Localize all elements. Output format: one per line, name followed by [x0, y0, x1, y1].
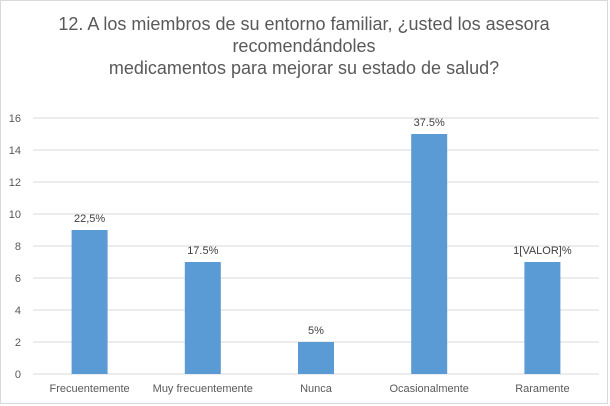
bar [411, 134, 448, 374]
y-tick-label: 14 [9, 145, 21, 157]
y-tick-label: 10 [9, 209, 21, 221]
x-tick-label: Raramente [515, 383, 569, 395]
y-tick-label: 16 [9, 113, 21, 125]
y-tick-label: 4 [15, 305, 21, 317]
x-tick-label: Frecuentemente [50, 383, 130, 395]
y-tick-label: 0 [15, 369, 21, 381]
y-tick-label: 2 [15, 337, 21, 349]
data-label: 17.5% [187, 245, 218, 257]
x-tick-label: Muy frecuentemente [153, 383, 253, 395]
chart-title-line-3: medicamentos para mejorar su estado de s… [108, 58, 500, 78]
chart-title-line-1: 12. A los miembros de su entorno familia… [58, 14, 550, 34]
bar [524, 262, 561, 374]
y-tick-label: 6 [15, 273, 21, 285]
bar [184, 262, 221, 374]
x-axis-labels-group: Frecuentemente Muy frecuentemente Nunca Oca… [50, 383, 570, 395]
y-tick-label: 12 [9, 177, 21, 189]
bar [298, 342, 334, 374]
y-axis-ticks-group: 0 2 4 6 8 10 12 14 16 [9, 113, 21, 381]
data-label: 37.5% [414, 117, 445, 129]
bars-group [71, 134, 561, 374]
x-tick-label: Nunca [300, 383, 333, 395]
chart-title: 12. A los miembros de su entorno familia… [1, 13, 607, 79]
chart-title-line-2: recomendándoles [232, 36, 376, 56]
data-labels-group: 22,5% 17.5% 5% 37.5% 1[VALOR]% [74, 117, 572, 337]
bar [71, 230, 108, 374]
data-label: 5% [308, 325, 324, 337]
y-tick-label: 8 [15, 241, 21, 253]
data-label: 1[VALOR]% [513, 245, 572, 257]
data-label: 22,5% [74, 213, 105, 225]
x-tick-label: Ocasionalmente [389, 383, 469, 395]
